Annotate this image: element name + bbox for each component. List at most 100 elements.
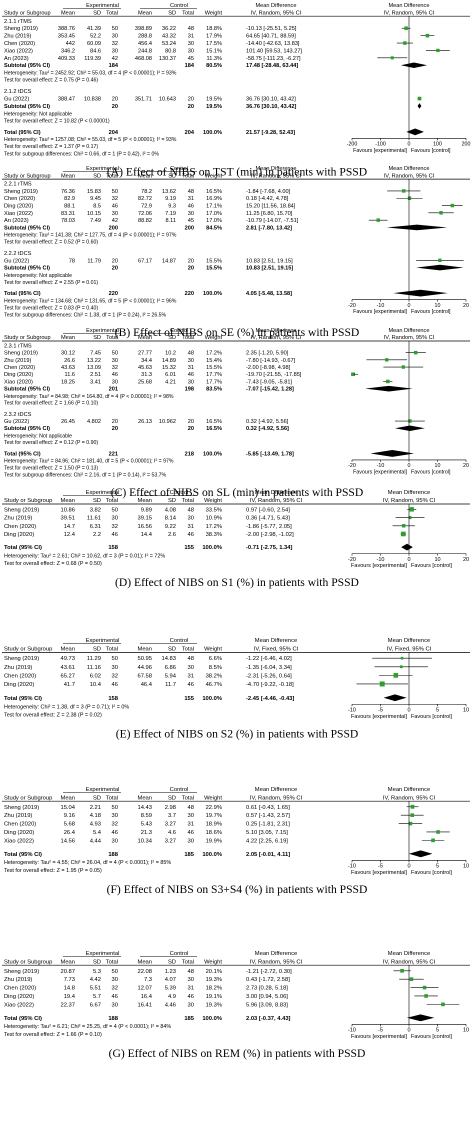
exp-total: 50 [112, 969, 118, 975]
exp-total: 30 [112, 48, 118, 54]
ctrl-total: 20 [188, 97, 194, 103]
favours-control: Favours [control] [411, 563, 452, 569]
exp-total: 20 [112, 97, 118, 103]
study-marker [408, 516, 412, 520]
x-tick-label: 10 [435, 303, 441, 309]
header-sd: SD [93, 959, 101, 965]
subtotal-label: Subtotal (95% CI) [4, 387, 50, 393]
mean-diff-ci: -7.80 [-14.93, -0.67] [246, 358, 296, 364]
ctrl-total: 45 [188, 56, 194, 62]
exp-sd: 15.83 [87, 189, 101, 195]
exp-total: 158 [108, 545, 118, 551]
subgroup-header: 2.1.1 rTMS [4, 19, 32, 25]
stat-note: Heterogeneity: Not applicable [4, 433, 72, 439]
weight: 6.6% [209, 656, 222, 662]
header-mean-difference: Mean Difference [255, 951, 297, 957]
ctrl-total: 30 [188, 379, 194, 385]
header-method: IV, Random, 95% CI [250, 498, 303, 504]
x-tick-label: 20 [463, 463, 469, 469]
exp-total: 32 [112, 524, 118, 530]
study-label: Xiao (2022) [4, 838, 34, 844]
exp-mean: 409.33 [58, 56, 75, 62]
header-study: Study or Subgroup [4, 795, 52, 801]
mean-diff-ci: 0.57 [-1.43, 2.57] [246, 813, 290, 819]
header-mean: Mean [137, 795, 152, 801]
ctrl-sd: 10.643 [159, 97, 176, 103]
header-control: Control [170, 490, 189, 496]
ctrl-total: 48 [188, 656, 194, 662]
exp-total: 42 [112, 218, 118, 224]
stat-note: Heterogeneity: Tau² = 84.96; Chi² = 181.… [4, 459, 174, 465]
weight: 15.5% [206, 365, 222, 371]
header-mean: Mean [137, 959, 152, 965]
exp-sd: 119.39 [84, 56, 101, 62]
header-sd: SD [93, 795, 101, 801]
ctrl-mean: 88.82 [138, 218, 152, 224]
subtotal-diamond [400, 62, 428, 69]
x-tick-label: -20 [348, 303, 356, 309]
favours-experimental: Favours [experimental] [353, 469, 407, 475]
header-total: Total [182, 498, 194, 504]
subtotal-label: Subtotal (95% CI) [4, 63, 50, 69]
ctrl-total: 30 [188, 838, 194, 844]
weight: 100.0% [202, 696, 222, 702]
study-marker [424, 994, 428, 998]
panel-caption: (G) Effect of NIBS on REM (%) in patient… [109, 1047, 366, 1060]
favours-control: Favours [control] [411, 870, 452, 876]
subtotal-label: Subtotal (95% CI) [4, 225, 50, 231]
ctrl-mean: 72.06 [138, 211, 152, 217]
weight: 100.0% [202, 852, 222, 858]
header-mean-difference: Mean Difference [255, 787, 297, 793]
header-mean-difference: Mean Difference [256, 166, 297, 172]
ctrl-total: 20 [188, 258, 194, 264]
exp-mean: 26.45 [61, 419, 75, 425]
exp-sd: 11.16 [87, 665, 101, 671]
weight: 17.1% [206, 204, 222, 210]
mean-diff-ci: -7.07 [-15.42, 1.28] [246, 387, 294, 393]
weight: 18.9% [206, 822, 222, 828]
header-control: Control [170, 638, 189, 644]
plot-title: Mean Difference [389, 328, 430, 334]
total-diamond [406, 1014, 435, 1022]
study-label: Gu (2022) [4, 97, 29, 103]
study-marker [407, 196, 412, 200]
x-tick-label: -10 [377, 463, 385, 469]
subgroup-header: 2.2.2 tDCS [4, 251, 32, 257]
ctrl-sd: 80.8 [165, 48, 176, 54]
stat-note: Heterogeneity: Not applicable [4, 273, 72, 279]
exp-total: 30 [112, 211, 118, 217]
study-marker [402, 189, 406, 193]
x-tick-label: 5 [436, 1028, 439, 1034]
study-label: Zhu (2019) [4, 358, 31, 364]
ctrl-total: 31 [188, 986, 194, 992]
exp-mean: 442 [66, 41, 75, 47]
header-total: Total [182, 10, 194, 16]
x-tick-label: 200 [462, 142, 471, 148]
exp-total: 46 [112, 994, 118, 1000]
ctrl-sd: 7.19 [165, 211, 176, 217]
study-marker [385, 358, 389, 362]
study-marker [436, 48, 440, 53]
study-marker [417, 96, 422, 101]
mean-diff-ci: 0.18 [-4.42, 4.78] [246, 196, 289, 202]
exp-sd: 4.802 [87, 419, 101, 425]
ctrl-total: 31 [188, 34, 194, 40]
total-label: Total (95% CI) [4, 1016, 42, 1022]
ctrl-sd: 4.21 [165, 379, 176, 385]
exp-sd: 7.45 [90, 351, 101, 357]
ctrl-sd: 3.7 [168, 813, 176, 819]
plot-title: Mean Difference [389, 166, 430, 172]
mean-diff-ci: 0.25 [-1.81, 2.31] [246, 822, 290, 828]
exp-mean: 15.04 [60, 805, 75, 811]
ctrl-mean: 398.89 [135, 26, 152, 32]
header-weight: Weight [204, 647, 222, 653]
exp-mean: 26.4 [64, 830, 76, 836]
study-label: Chen (2020) [4, 41, 35, 47]
exp-total: 46 [112, 532, 118, 538]
ctrl-total: 48 [188, 26, 194, 32]
ctrl-total: 200 [185, 225, 194, 231]
ctrl-sd: 14.83 [161, 656, 176, 662]
subtotal-diamond [416, 264, 464, 271]
forest-panel: Experimental Control Mean Difference Mean D… [2, 951, 470, 1060]
exp-total: 32 [112, 41, 118, 47]
